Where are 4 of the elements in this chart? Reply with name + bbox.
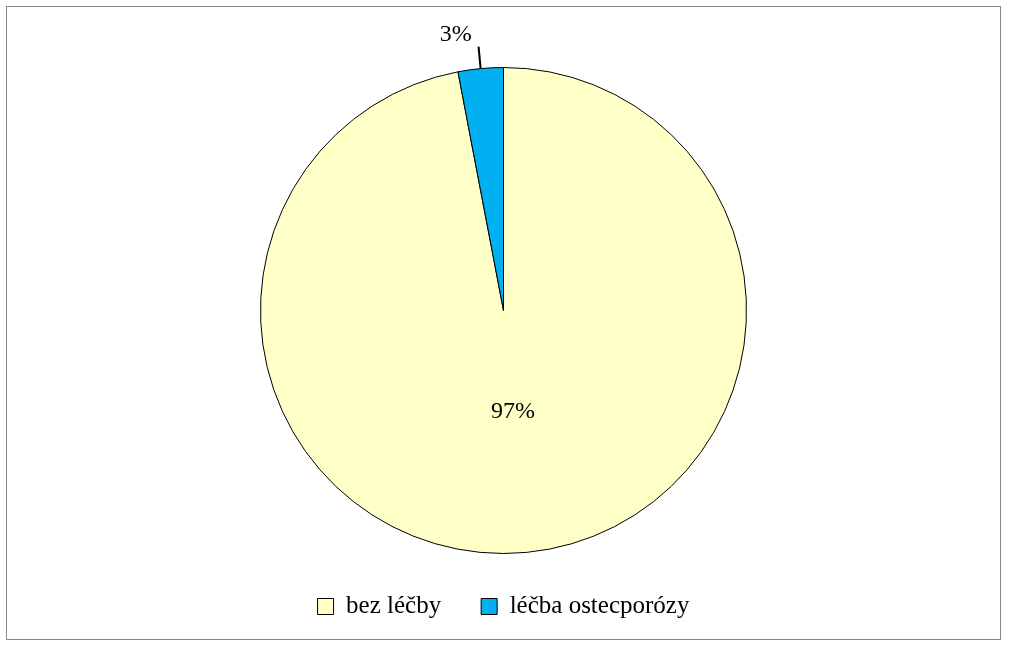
data-label: 3% (439, 20, 472, 47)
legend-label: bez léčby (346, 591, 442, 619)
legend-label: léčba ostecporózy (509, 591, 690, 619)
data-label: 97% (491, 397, 536, 424)
